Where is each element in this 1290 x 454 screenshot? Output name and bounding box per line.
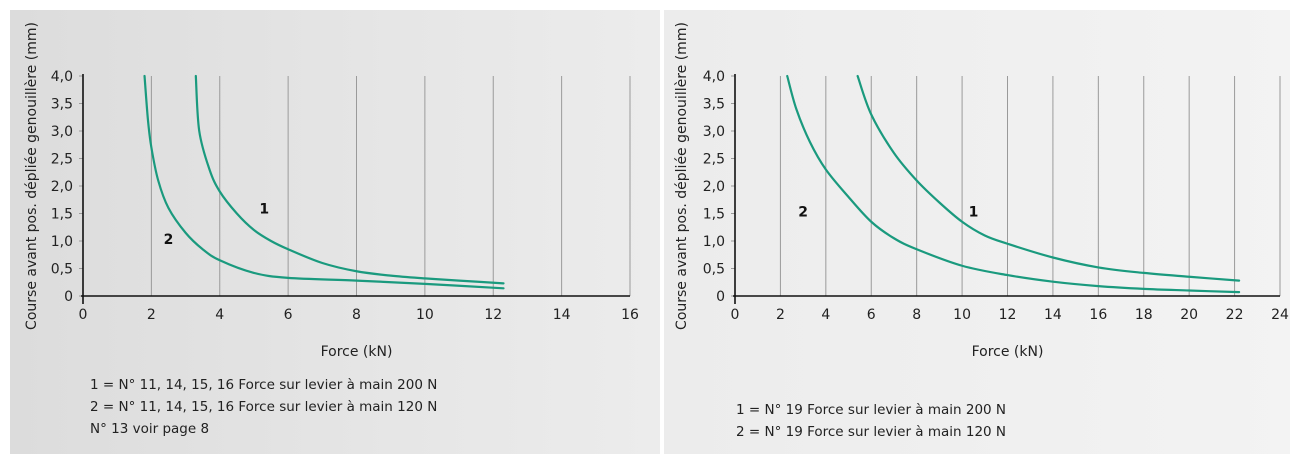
- x-tick-label: 22: [1226, 307, 1244, 323]
- y-tick-label: 0,5: [51, 262, 73, 278]
- legend-item-2: 2 = N° 11, 14, 15, 16 Force sur levier à…: [90, 399, 438, 415]
- y-tick-label: 1,0: [51, 234, 73, 250]
- x-tick-label: 14: [1044, 307, 1062, 323]
- y-axis-label: Course avant pos. dépliée genouillère (m…: [674, 22, 690, 330]
- chart-left-svg: 0 2 4 6 8 10 12 14 1600,51,01,52,02,53,03,54,0Fo…: [24, 22, 639, 360]
- x-tick-label: 14: [553, 307, 571, 323]
- y-tick-label: 3,5: [51, 97, 73, 113]
- series-curve-2: [143, 74, 505, 290]
- legend-item-2: 2 = N° 19 Force sur levier à main 120 N: [736, 424, 1007, 440]
- x-tick-label: 4: [215, 307, 224, 323]
- curve-label-1: 1: [969, 204, 979, 220]
- x-tick-label: 16: [621, 307, 639, 323]
- y-axis-label: Course avant pos. dépliée genouillère (m…: [24, 22, 40, 330]
- x-tick-label: 18: [1135, 307, 1153, 323]
- y-tick-label: 2,5: [51, 152, 73, 168]
- x-tick-label: 6: [867, 307, 876, 323]
- y-tick-label: 4,0: [51, 69, 73, 85]
- y-tick-label: 3,0: [703, 124, 725, 140]
- series-curve-2: [786, 74, 1241, 294]
- legend-item-1: 1 = N° 19 Force sur levier à main 200 N: [736, 402, 1007, 418]
- legend-note: N° 13 voir page 8: [90, 421, 210, 437]
- y-tick-label: 1,5: [51, 207, 73, 223]
- x-tick-label: 12: [484, 307, 502, 323]
- x-tick-label: 16: [1089, 307, 1107, 323]
- x-tick-label: 6: [284, 307, 293, 323]
- y-tick-label: 4,0: [703, 69, 725, 85]
- x-tick-label: 0: [731, 307, 740, 323]
- y-tick-label: 0,5: [703, 262, 725, 278]
- y-tick-label: 2,0: [703, 179, 725, 195]
- y-tick-label: 1,5: [703, 207, 725, 223]
- x-tick-label: 10: [416, 307, 434, 323]
- chart-panel-left: [10, 10, 660, 454]
- legend-item-1: 1 = N° 11, 14, 15, 16 Force sur levier à…: [90, 377, 438, 393]
- x-tick-label: 12: [999, 307, 1017, 323]
- curve-label-1: 1: [259, 202, 269, 218]
- x-tick-label: 2: [776, 307, 785, 323]
- legend-left: 1 = N° 11, 14, 15, 16 Force sur levier à…: [90, 374, 437, 440]
- x-tick-label: 0: [79, 307, 88, 323]
- curve-label-2: 2: [164, 232, 174, 248]
- x-tick-label: 24: [1271, 307, 1289, 323]
- y-tick-label: 2,5: [703, 152, 725, 168]
- y-tick-label: 3,0: [51, 124, 73, 140]
- x-axis-label: Force (kN): [321, 344, 393, 360]
- y-tick-label: 2,0: [51, 179, 73, 195]
- curve-label-2: 2: [798, 204, 808, 220]
- y-tick-label: 0: [716, 289, 725, 305]
- x-tick-label: 8: [352, 307, 361, 323]
- x-tick-label: 10: [953, 307, 971, 323]
- y-tick-label: 3,5: [703, 97, 725, 113]
- x-tick-label: 20: [1180, 307, 1198, 323]
- y-tick-label: 0: [64, 289, 73, 305]
- y-tick-label: 1,0: [703, 234, 725, 250]
- series-curve-1: [856, 74, 1241, 282]
- x-tick-label: 4: [821, 307, 830, 323]
- legend-right: 1 = N° 19 Force sur levier à main 200 N …: [736, 399, 1006, 443]
- x-axis-label: Force (kN): [972, 344, 1044, 360]
- x-tick-label: 8: [912, 307, 921, 323]
- x-tick-label: 2: [147, 307, 156, 323]
- series-curve-1: [194, 74, 505, 285]
